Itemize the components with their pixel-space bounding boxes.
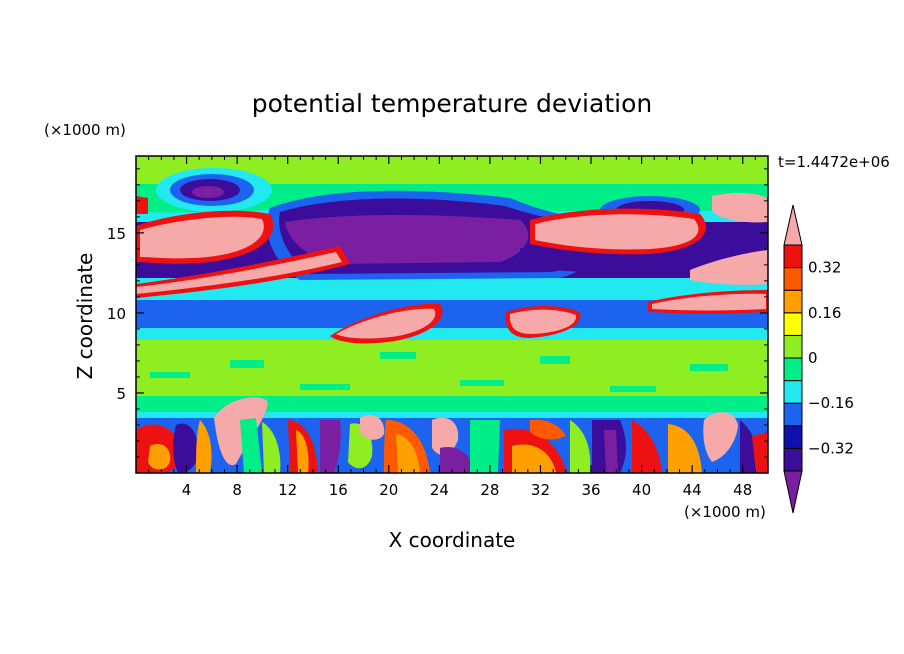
y-axis-label: Z coordinate [73,253,97,380]
colorbar-box [783,334,803,359]
colorbar-top-arrow [783,204,803,246]
x-tick-label: 24 [430,481,449,499]
colorbar-box [783,289,803,314]
y-tick-label: 15 [107,225,126,243]
y-tick-label: 10 [107,305,126,323]
colorbar-box [783,244,803,269]
x-tick-label: 16 [329,481,348,499]
colorbar: 0.32 0.16 0 −0.16 −0.32 [783,204,854,514]
x-tick-label: 32 [531,481,550,499]
mid-right-warm-streak [652,293,766,311]
mid-right-warm-patch [509,309,577,334]
colorbar-box [783,447,803,472]
upper-left-warm-streak-core [136,252,342,294]
upper-left-warm-patch [140,216,264,259]
x-tick-label: 36 [581,481,600,499]
colorbar-box [783,312,803,336]
time-label: t=1.4472e+06 [778,153,890,171]
lower-band-texture [150,352,728,392]
band-lower-green [136,340,768,398]
y-unit-label: (×1000 m) [44,121,126,139]
colorbar-box [783,380,803,404]
upper-left-purple-core [192,186,224,198]
x-tick-label: 48 [733,481,752,499]
x-tick-label: 20 [379,481,398,499]
colorbar-box [783,267,803,291]
colorbar-tick-label: 0.32 [808,259,841,277]
band-lower-aqua [136,396,768,414]
x-tick-label: 4 [182,481,192,499]
boundary-layer-plumes [136,397,768,473]
upper-central-purple-core [285,215,529,264]
right-warm-streak [690,250,768,285]
colorbar-box [783,357,803,382]
band-lower-cyan [136,412,768,422]
x-unit-label: (×1000 m) [684,503,766,521]
colorbar-tick-label: 0.16 [808,304,841,322]
top-left-warm-patch [136,196,148,214]
x-tick-label: 8 [232,481,242,499]
colorbar-tick-label: 0 [808,349,818,367]
x-axis-label: X coordinate [389,528,516,552]
mid-center-warm-patch [336,308,436,339]
top-right-warm-patch [712,193,768,223]
x-axis: 4 8 12 16 20 24 28 32 36 40 44 48 [148,156,756,499]
x-tick-label: 40 [632,481,651,499]
colorbar-box [783,402,803,427]
colorbar-bottom-arrow [783,470,803,514]
y-tick-label: 5 [116,385,126,403]
chart-title: potential temperature deviation [252,89,652,118]
x-tick-label: 28 [480,481,499,499]
contour-field [136,156,768,473]
colorbar-tick-label: −0.16 [808,394,854,412]
x-tick-label: 44 [683,481,702,499]
upper-right-warm-patch [535,214,699,250]
colorbar-box [783,425,803,449]
x-tick-label: 12 [278,481,297,499]
y-axis: 5 10 15 [107,168,768,458]
colorbar-tick-label: −0.32 [808,439,854,457]
